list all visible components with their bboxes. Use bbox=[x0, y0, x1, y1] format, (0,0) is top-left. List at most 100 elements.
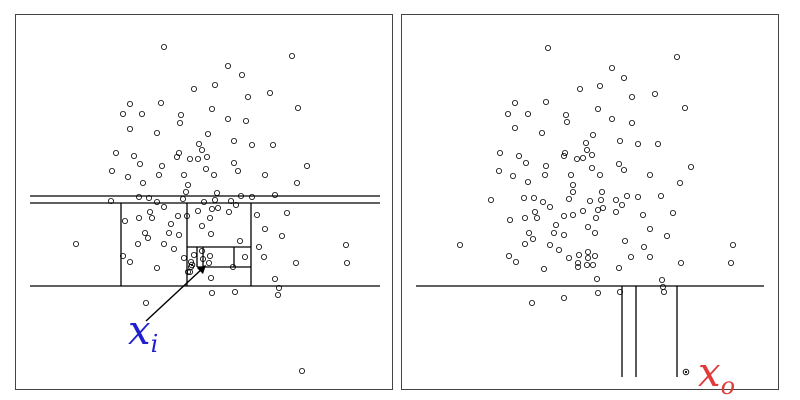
data-point bbox=[658, 276, 665, 283]
data-point bbox=[546, 241, 553, 248]
data-point bbox=[525, 111, 532, 118]
data-point bbox=[575, 251, 582, 258]
data-point bbox=[179, 195, 186, 202]
data-point bbox=[574, 263, 581, 270]
data-point bbox=[146, 208, 153, 215]
data-point bbox=[561, 149, 568, 156]
data-point bbox=[588, 151, 595, 158]
data-point bbox=[546, 203, 553, 210]
data-point bbox=[278, 232, 285, 239]
data-point bbox=[646, 171, 653, 178]
data-point bbox=[198, 222, 205, 229]
data-point bbox=[594, 289, 601, 296]
data-point bbox=[261, 171, 268, 178]
data-point bbox=[113, 149, 120, 156]
data-point bbox=[616, 138, 623, 145]
data-point bbox=[248, 193, 255, 200]
data-point bbox=[615, 160, 622, 167]
data-point bbox=[530, 194, 537, 201]
data-point bbox=[523, 159, 530, 166]
data-point bbox=[540, 265, 547, 272]
data-point bbox=[560, 152, 567, 159]
data-point bbox=[497, 149, 504, 156]
data-point bbox=[158, 162, 165, 169]
label-x-o-main: x bbox=[698, 350, 721, 396]
data-point bbox=[591, 229, 598, 236]
data-point bbox=[230, 159, 237, 166]
data-point bbox=[186, 155, 193, 162]
data-point bbox=[160, 43, 167, 50]
data-point bbox=[208, 106, 215, 113]
data-point bbox=[560, 294, 567, 301]
data-point bbox=[569, 211, 576, 218]
data-point bbox=[669, 209, 676, 216]
data-point bbox=[598, 188, 605, 195]
data-point bbox=[148, 214, 155, 221]
data-point bbox=[591, 252, 598, 259]
data-point bbox=[506, 252, 513, 259]
label-x-i: xi bbox=[128, 311, 158, 356]
data-point bbox=[676, 179, 683, 186]
data-point bbox=[496, 167, 503, 174]
data-point bbox=[584, 248, 591, 255]
data-point bbox=[681, 105, 688, 112]
data-point bbox=[237, 192, 244, 199]
data-point bbox=[190, 86, 197, 93]
data-point bbox=[608, 65, 615, 72]
data-point bbox=[208, 205, 215, 212]
data-point bbox=[612, 196, 619, 203]
data-point bbox=[513, 258, 520, 265]
data-point bbox=[293, 179, 300, 186]
data-point bbox=[120, 252, 127, 259]
data-point bbox=[550, 229, 557, 236]
data-point bbox=[255, 243, 262, 250]
data-point bbox=[142, 229, 149, 236]
data-point bbox=[155, 171, 162, 178]
data-point bbox=[510, 172, 517, 179]
data-point bbox=[594, 106, 601, 113]
data-point bbox=[229, 263, 236, 270]
data-point bbox=[120, 111, 127, 118]
data-point bbox=[210, 171, 217, 178]
data-point bbox=[599, 204, 606, 211]
data-point bbox=[541, 171, 548, 178]
data-point bbox=[592, 214, 599, 221]
data-point bbox=[544, 44, 551, 51]
query-point-center bbox=[190, 263, 194, 267]
data-point bbox=[646, 253, 653, 260]
data-point bbox=[488, 196, 495, 203]
data-point bbox=[583, 261, 590, 268]
data-point bbox=[167, 220, 174, 227]
data-point bbox=[542, 99, 549, 106]
data-point bbox=[628, 94, 635, 101]
data-point bbox=[127, 126, 134, 133]
data-point bbox=[597, 196, 604, 203]
data-point bbox=[73, 240, 80, 247]
data-point bbox=[206, 214, 213, 221]
data-point bbox=[589, 261, 596, 268]
data-point bbox=[586, 197, 593, 204]
data-point bbox=[225, 208, 232, 215]
data-point bbox=[207, 274, 214, 281]
data-point bbox=[288, 53, 295, 60]
data-point bbox=[596, 83, 603, 90]
data-point bbox=[131, 152, 138, 159]
data-point bbox=[139, 111, 146, 118]
data-point bbox=[505, 111, 512, 118]
label-x-i-sub: i bbox=[150, 330, 159, 358]
data-point bbox=[157, 100, 164, 107]
data-point bbox=[673, 54, 680, 61]
data-point bbox=[224, 116, 231, 123]
data-point bbox=[190, 251, 197, 258]
data-point bbox=[207, 230, 214, 237]
data-point bbox=[654, 141, 661, 148]
data-point bbox=[230, 138, 237, 145]
label-x-o: xo bbox=[698, 350, 735, 398]
data-point bbox=[241, 253, 248, 260]
data-point bbox=[608, 116, 615, 123]
data-point bbox=[677, 259, 684, 266]
data-point bbox=[248, 142, 255, 149]
data-point bbox=[623, 192, 630, 199]
data-point bbox=[242, 118, 249, 125]
data-point bbox=[198, 247, 205, 254]
